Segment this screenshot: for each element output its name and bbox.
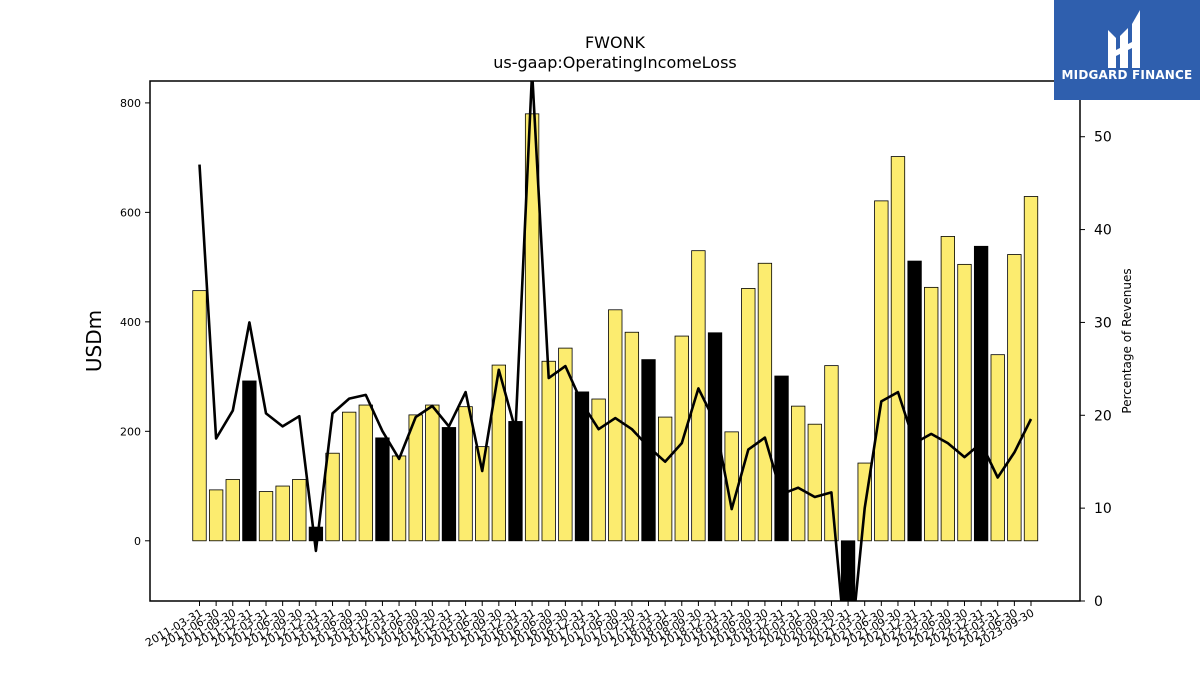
- bar: [990, 354, 1005, 542]
- bar: [774, 375, 789, 542]
- bar: [275, 485, 290, 542]
- bar: [574, 391, 590, 542]
- y2-tick-label: 10: [1094, 501, 1112, 517]
- bar: [907, 260, 922, 542]
- ratio-line: [198, 81, 1033, 601]
- bar: [807, 423, 822, 542]
- bar: [641, 359, 656, 542]
- bar: [707, 332, 723, 542]
- bar: [491, 364, 506, 542]
- x-axis-ticks: 2011-03-312011-06-302011-09-302011-12-31…: [143, 601, 1037, 650]
- bar: [824, 365, 839, 542]
- bar: [408, 414, 423, 542]
- bar: [441, 427, 457, 542]
- bar: [524, 113, 540, 542]
- bar: [657, 416, 673, 542]
- bar: [475, 446, 490, 542]
- y2-tick-label: 50: [1094, 130, 1112, 146]
- chart-title: FWONK: [585, 33, 646, 52]
- bar: [192, 290, 207, 542]
- bar: [757, 262, 773, 542]
- y-tick-label: 200: [120, 425, 141, 438]
- midgard-finance-logo: MIDGARD FINANCE: [1054, 0, 1200, 100]
- logo-text: MIDGARD FINANCE: [1061, 68, 1193, 82]
- bar: [940, 236, 955, 542]
- bar: [973, 245, 989, 542]
- y-tick-label: 600: [120, 206, 141, 219]
- bar: [342, 411, 357, 542]
- bar: [425, 404, 440, 542]
- bar: [1023, 196, 1039, 542]
- bar: [874, 200, 889, 542]
- y2-tick-label: 40: [1094, 223, 1112, 239]
- bar: [242, 380, 257, 542]
- y2-axis-label: Percentage of Revenues: [1120, 268, 1134, 413]
- bar: [391, 455, 407, 542]
- bar-series: [192, 113, 1039, 601]
- y-axis-label: USDm: [82, 310, 106, 372]
- y2-tick-label: 20: [1094, 408, 1112, 424]
- bar: [458, 406, 473, 542]
- bar: [890, 156, 906, 542]
- bar: [208, 489, 224, 542]
- y-tick-label: 400: [120, 316, 141, 329]
- bar: [608, 309, 623, 542]
- bar: [375, 437, 390, 542]
- y2-tick-label: 30: [1094, 315, 1112, 331]
- bar: [691, 250, 706, 542]
- bar: [924, 286, 939, 542]
- bar: [508, 421, 523, 542]
- bar: [258, 491, 274, 542]
- chart-subtitle: us-gaap:OperatingIncomeLoss: [493, 53, 737, 72]
- y2-axis-ticks: 0 10 20 30 40 50: [1080, 130, 1112, 610]
- bar: [358, 404, 373, 542]
- bar: [558, 347, 573, 542]
- bar: [674, 335, 689, 542]
- y-tick-label: 800: [120, 97, 141, 110]
- bar: [292, 479, 307, 542]
- bar: [325, 452, 340, 542]
- bar: [624, 331, 640, 542]
- y2-tick-label: 0: [1094, 594, 1103, 610]
- bar: [225, 479, 240, 542]
- bar: [591, 398, 606, 542]
- bar: [1007, 254, 1022, 542]
- bar: [840, 540, 856, 601]
- y-axis-ticks: 0 200 400 600 800: [120, 97, 150, 548]
- bar: [791, 405, 806, 542]
- y-tick-label: 0: [134, 535, 141, 548]
- bar: [308, 526, 324, 542]
- midgard-logo-mark-icon: [1108, 10, 1140, 68]
- bar: [541, 360, 556, 542]
- ratio-line-series: [198, 81, 1033, 601]
- bar: [957, 263, 972, 542]
- bar: [741, 288, 756, 542]
